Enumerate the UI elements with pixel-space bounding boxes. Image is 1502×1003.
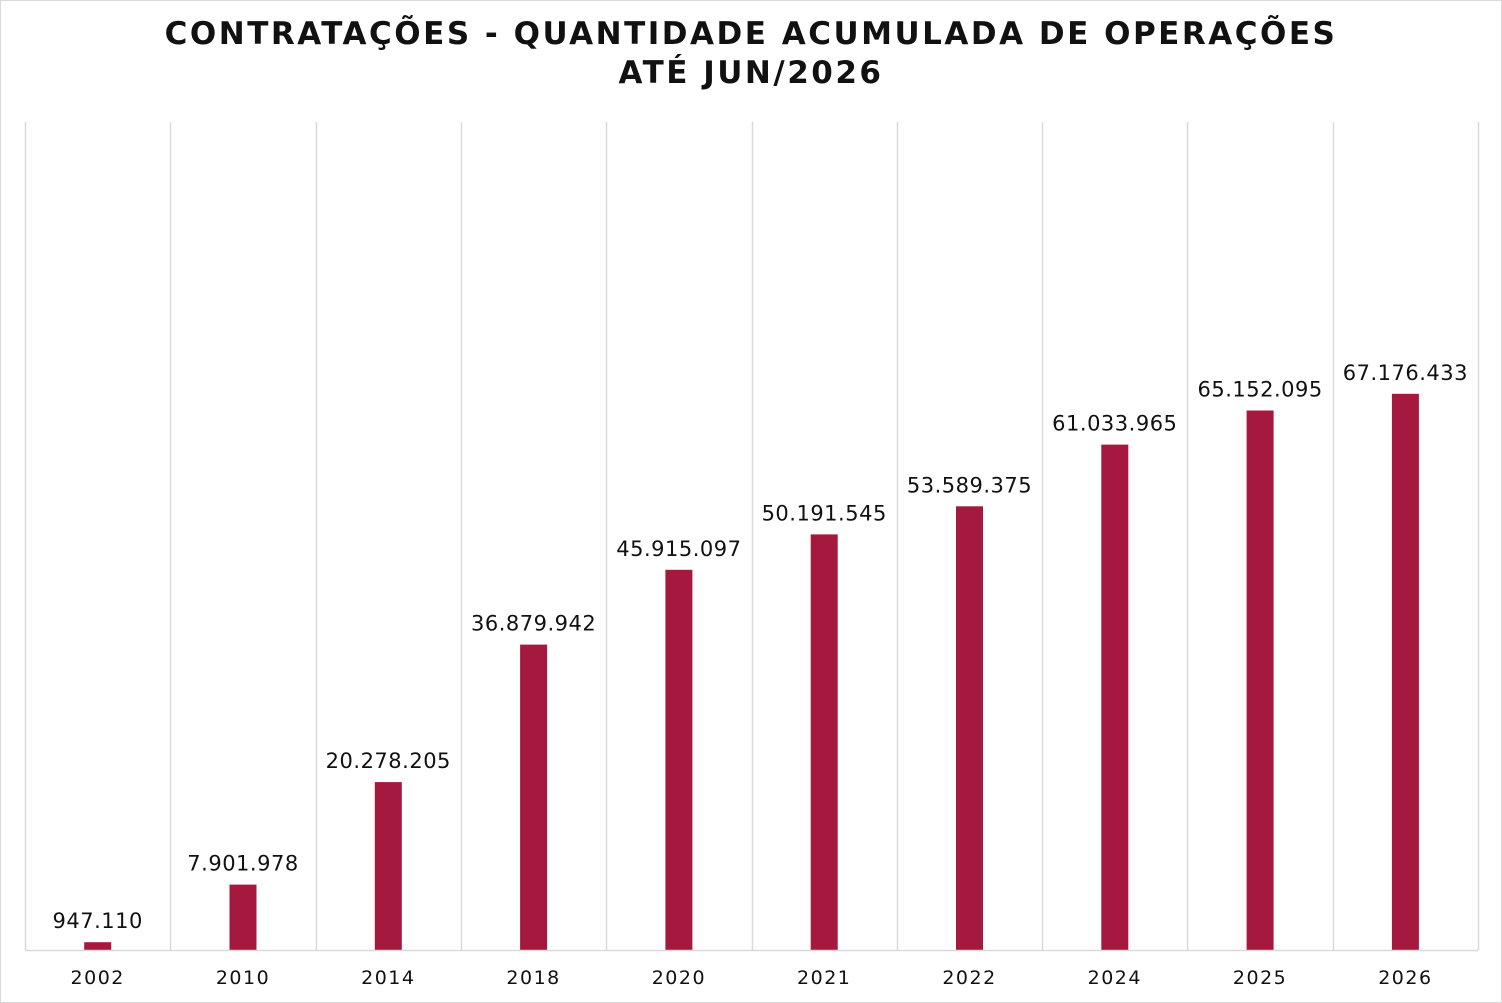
x-tick-2020: 2020 [652,967,706,989]
chart-title-line-1: CONTRATAÇÕES - QUANTIDADE ACUMULADA DE O… [164,16,1338,52]
data-label-2020: 45.915.097 [616,537,741,561]
bar-2024 [1101,444,1129,950]
x-tick-2026: 2026 [1378,967,1432,989]
bar-2018 [520,644,548,950]
x-tick-2018: 2018 [506,967,560,989]
data-label-2024: 61.033.965 [1052,412,1177,436]
x-tick-2010: 2010 [216,967,270,989]
bar-2022 [956,506,983,950]
data-label-2014: 20.278.205 [326,749,451,773]
bar-2010 [229,884,257,950]
data-label-2002: 947.110 [53,909,143,933]
bar-2014 [374,782,402,950]
bar-2026 [1391,393,1419,950]
chart-title-line-2: ATÉ JUN/2026 [618,55,884,91]
data-label-2018: 36.879.942 [471,612,596,636]
data-label-2026: 67.176.433 [1343,361,1468,385]
chart-title: CONTRATAÇÕES - QUANTIDADE ACUMULADA DE O… [1,15,1501,93]
x-tick-2025: 2025 [1233,967,1287,989]
x-tick-2024: 2024 [1088,967,1142,989]
bar-2002 [84,942,112,950]
bar-2025 [1246,410,1274,950]
data-label-2010: 7.901.978 [187,852,298,876]
bar-2021 [810,534,838,950]
bar-2020 [665,569,693,950]
data-label-2021: 50.191.545 [762,501,887,525]
x-tick-2002: 2002 [71,967,125,989]
data-label-2025: 65.152.095 [1197,378,1322,402]
x-tick-2014: 2014 [361,967,415,989]
x-tick-2022: 2022 [942,967,996,989]
data-label-2022: 53.589.375 [907,473,1032,497]
x-tick-2021: 2021 [797,967,851,989]
